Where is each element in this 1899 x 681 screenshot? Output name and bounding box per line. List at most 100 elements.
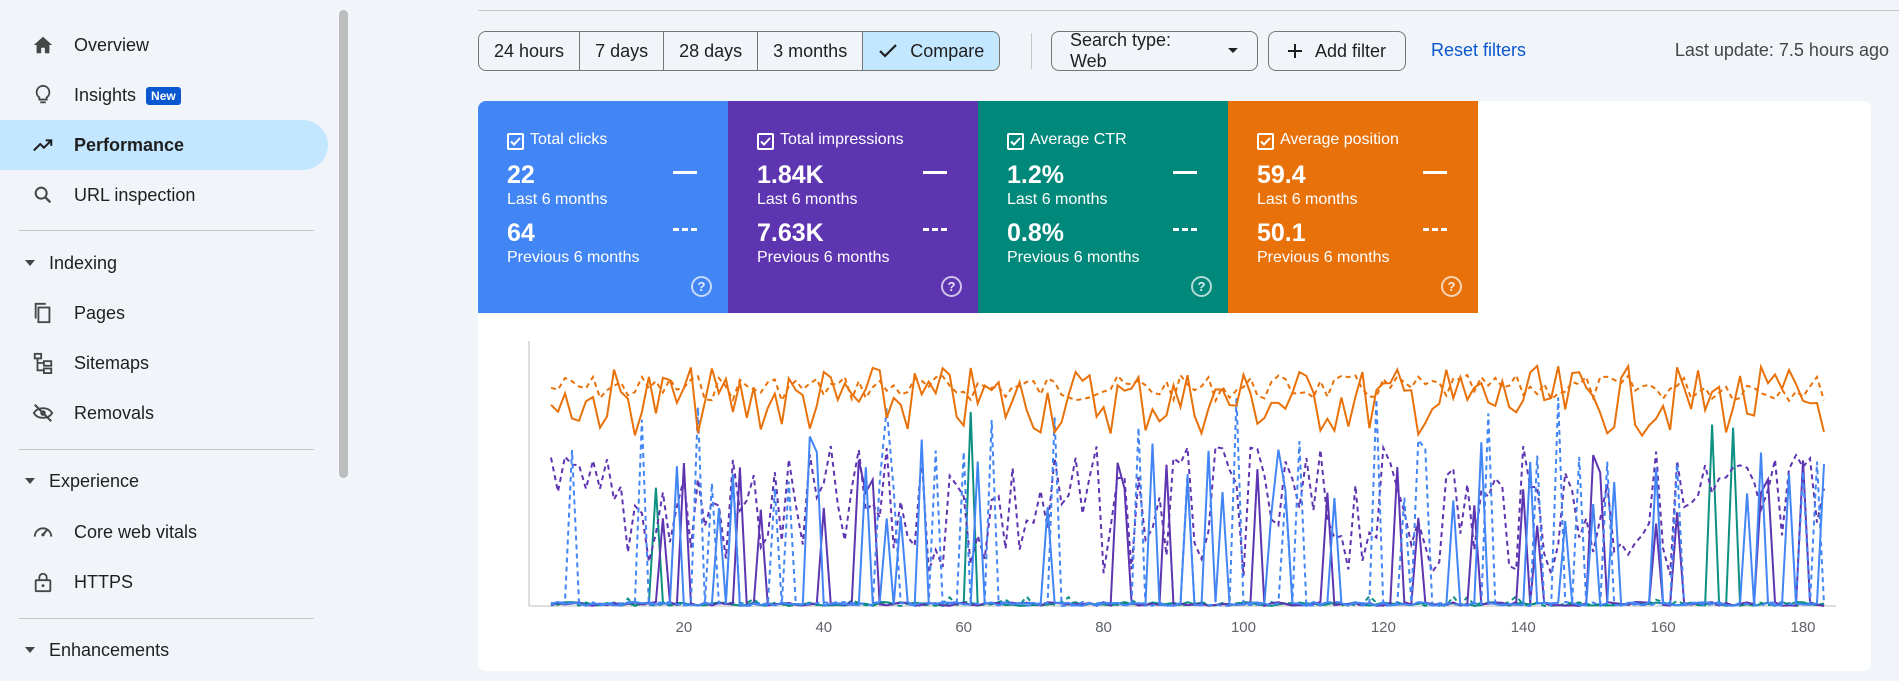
search-type-dropdown[interactable]: Search type: Web (1051, 30, 1258, 71)
metric-previous-value: 64 (507, 219, 535, 247)
help-icon[interactable]: ? (1191, 276, 1212, 297)
check-icon (879, 44, 897, 58)
new-badge: New (146, 86, 181, 105)
series-line-impressions-current (550, 454, 1825, 608)
metric-current-period: Last 6 months (507, 191, 608, 208)
search-type-label: Search type: Web (1070, 30, 1172, 71)
metric-label: Average CTR (1030, 131, 1127, 148)
sidebar-item-label: Performance (74, 134, 185, 155)
metric-current-period: Last 6 months (757, 191, 858, 208)
add-filter-button[interactable]: Add filter (1268, 31, 1406, 71)
range-24-hours-button[interactable]: 24 hours (478, 31, 581, 71)
metric-label: Average position (1280, 131, 1399, 148)
metric-tile-total-clicks[interactable]: Total clicks 22 Last 6 months 64 Previous 6 … (478, 101, 728, 313)
sidebar: Overview Insights New Performance URL ins… (0, 0, 345, 681)
x-tick-label: 20 (676, 619, 693, 636)
solid-line-legend-icon (923, 171, 947, 174)
metric-current-value: 1.2% (1007, 161, 1064, 189)
dashed-line-legend-icon (923, 228, 947, 231)
toolbar-separator (1031, 33, 1032, 69)
sidebar-item-label: HTTPS (74, 571, 134, 592)
metric-current-value: 1.84K (757, 161, 824, 189)
visibility-off-icon (31, 401, 55, 425)
sidebar-item-label: URL inspection (74, 184, 196, 205)
series-line-position-current (550, 363, 1825, 438)
checkbox-checked-icon[interactable] (1007, 133, 1024, 150)
sidebar-item-label: Sitemaps (74, 352, 150, 373)
help-icon[interactable]: ? (1441, 276, 1462, 297)
section-experience[interactable]: Experience (0, 461, 320, 501)
sidebar-item-performance[interactable]: Performance (0, 120, 328, 170)
caret-down-icon (25, 260, 35, 266)
add-filter-label: Add filter (1315, 40, 1387, 61)
last-update-text: Last update: 7.5 hours ago (1674, 40, 1889, 60)
x-tick-label: 60 (955, 619, 972, 636)
date-range-selector: 24 hours 7 days 28 days 3 months Compare (478, 31, 1001, 71)
x-tick-label: 140 (1511, 619, 1536, 636)
speed-gauge-icon (31, 520, 55, 544)
sidebar-item-url-inspection[interactable]: URL inspection (0, 170, 328, 220)
dashed-line-legend-icon (1423, 228, 1447, 231)
divider (19, 618, 314, 619)
checkbox-checked-icon[interactable] (507, 133, 524, 150)
section-enhancements[interactable]: Enhancements (0, 630, 320, 670)
sidebar-item-label-wrap: Insights New (74, 85, 181, 106)
sidebar-item-core-web-vitals[interactable]: Core web vitals (0, 507, 328, 557)
metric-previous-period: Previous 6 months (1257, 249, 1390, 266)
help-icon[interactable]: ? (941, 276, 962, 297)
series-line-position-previous (550, 372, 1825, 404)
metric-previous-value: 0.8% (1007, 219, 1064, 247)
checkbox-checked-icon[interactable] (1257, 133, 1274, 150)
range-7-days-button[interactable]: 7 days (579, 31, 665, 71)
metric-tile-average-position[interactable]: Average position 59.4 Last 6 months 50.1 Pre… (1228, 101, 1478, 313)
metric-label: Total impressions (780, 131, 904, 148)
x-tick-label: 80 (1095, 619, 1112, 636)
lightbulb-icon (31, 83, 55, 107)
metric-previous-period: Previous 6 months (757, 249, 890, 266)
solid-line-legend-icon (1423, 171, 1447, 174)
toolbar-top-divider (478, 10, 1899, 11)
compare-button[interactable]: Compare (862, 31, 1001, 71)
sidebar-scrollbar[interactable] (339, 10, 348, 478)
sidebar-item-removals[interactable]: Removals (0, 388, 328, 438)
metric-tile-average-ctr[interactable]: Average CTR 1.2% Last 6 months 0.8% Previous… (978, 101, 1228, 313)
metric-tile-total-impressions[interactable]: Total impressions 1.84K Last 6 months 7.63K… (728, 101, 978, 313)
section-indexing[interactable]: Indexing (0, 243, 320, 283)
sidebar-item-https[interactable]: HTTPS (0, 557, 328, 607)
sidebar-item-overview[interactable]: Overview (0, 20, 328, 70)
caret-down-icon (25, 647, 35, 653)
dashed-line-legend-icon (673, 228, 697, 231)
help-icon[interactable]: ? (691, 276, 712, 297)
solid-line-legend-icon (673, 171, 697, 174)
solid-line-legend-icon (1173, 171, 1197, 174)
metric-previous-period: Previous 6 months (1007, 249, 1140, 266)
x-tick-label: 160 (1651, 619, 1676, 636)
metric-current-period: Last 6 months (1007, 191, 1108, 208)
sidebar-item-label: Core web vitals (74, 521, 198, 542)
metric-current-period: Last 6 months (1257, 191, 1358, 208)
divider (19, 449, 314, 450)
divider (19, 230, 314, 231)
trending-up-icon (31, 133, 55, 157)
pages-icon (31, 301, 55, 325)
dashed-line-legend-icon (1173, 228, 1197, 231)
x-tick-label: 120 (1371, 619, 1396, 636)
metric-previous-period: Previous 6 months (507, 249, 640, 266)
sidebar-item-label: Overview (74, 34, 150, 55)
caret-down-icon (25, 478, 35, 484)
plus-icon (1288, 44, 1302, 58)
reset-filters-link[interactable]: Reset filters (1431, 40, 1527, 60)
range-28-days-button[interactable]: 28 days (663, 31, 759, 71)
checkbox-checked-icon[interactable] (757, 133, 774, 150)
series-line-clicks-current (550, 436, 1825, 608)
sidebar-item-sitemaps[interactable]: Sitemaps (0, 338, 328, 388)
compare-label: Compare (910, 40, 985, 61)
sidebar-item-pages[interactable]: Pages (0, 288, 328, 338)
metric-previous-value: 7.63K (757, 219, 824, 247)
x-tick-label: 180 (1791, 619, 1816, 636)
sidebar-item-insights[interactable]: Insights New (0, 70, 328, 120)
x-tick-label: 40 (815, 619, 832, 636)
sidebar-item-label: Pages (74, 302, 126, 323)
performance-card: Total clicks 22 Last 6 months 64 Previous 6 … (478, 101, 1871, 671)
range-3-months-button[interactable]: 3 months (757, 31, 864, 71)
